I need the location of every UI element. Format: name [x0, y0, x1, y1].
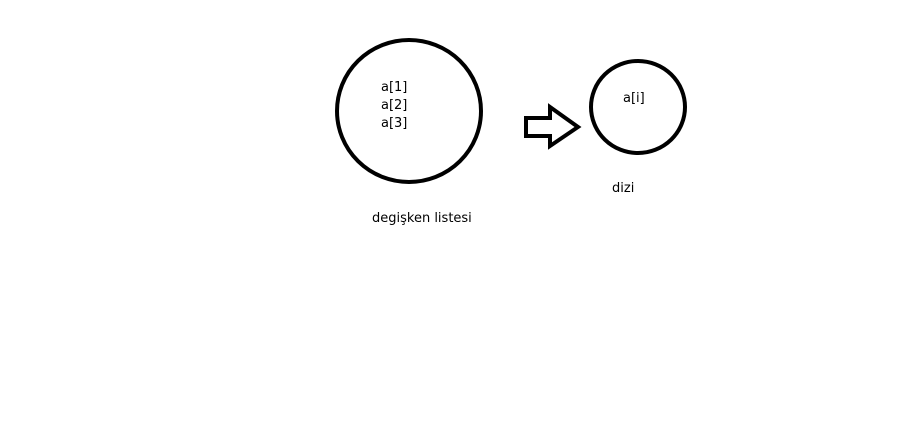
variable-item-3: a[3]	[381, 116, 408, 131]
right-arrow-icon	[524, 103, 582, 150]
array-circle	[589, 59, 687, 155]
array-caption: dizi	[612, 181, 635, 196]
array-item: a[i]	[623, 91, 645, 106]
variable-item-1: a[1]	[381, 80, 408, 95]
variable-list-circle	[335, 38, 483, 184]
variable-item-2: a[2]	[381, 98, 408, 113]
variable-list-caption: degişken listesi	[372, 211, 472, 226]
variable-list-items: a[1] a[2] a[3]	[381, 79, 407, 133]
